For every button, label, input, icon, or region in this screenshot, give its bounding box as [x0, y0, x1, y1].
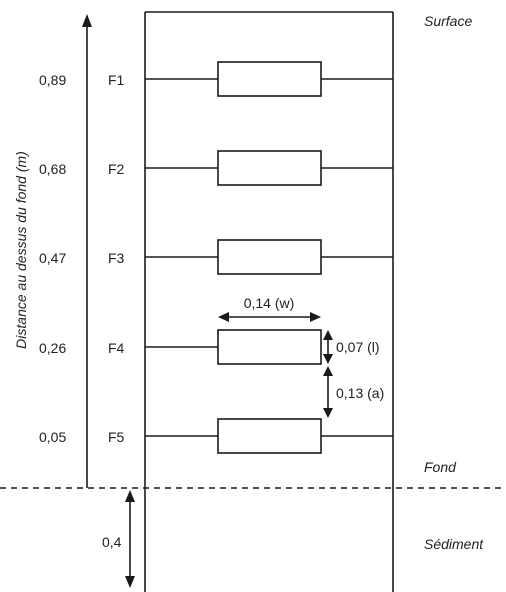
- level-height: 0,05: [39, 429, 66, 445]
- level-box: [217, 150, 322, 186]
- level-box: [217, 418, 322, 454]
- level-f2: 0,68 F2: [39, 150, 393, 186]
- length-dimension-arrow: [323, 330, 333, 364]
- width-dimension-arrow: [218, 312, 321, 322]
- spacing-dimension-label: 0,13 (a): [336, 385, 384, 401]
- level-f5: 0,05 F5: [39, 418, 393, 454]
- level-height: 0,47: [39, 250, 66, 266]
- level-name: F3: [108, 250, 125, 266]
- level-box: [217, 239, 322, 275]
- fond-label: Fond: [424, 459, 457, 475]
- length-dimension-label: 0,07 (l): [336, 339, 380, 355]
- sediment-depth-arrow: [125, 490, 135, 588]
- axis-label: Distance au dessus du fond (m): [13, 151, 29, 349]
- level-name: F5: [108, 429, 125, 445]
- spacing-dimension-arrow: [323, 366, 333, 418]
- level-name: F2: [108, 161, 125, 177]
- sediment-depth-label: 0,4: [102, 534, 122, 550]
- level-height: 0,68: [39, 161, 66, 177]
- level-f1: 0,89 F1: [39, 61, 393, 97]
- level-height: 0,89: [39, 72, 66, 88]
- surface-label: Surface: [424, 13, 472, 29]
- height-axis-arrow: [82, 14, 92, 488]
- level-height: 0,26: [39, 340, 66, 356]
- width-dimension-label: 0,14 (w): [244, 295, 295, 311]
- level-name: F4: [108, 340, 125, 356]
- level-f3: 0,47 F3: [39, 239, 393, 275]
- sediment-label: Sédiment: [424, 536, 484, 552]
- level-f4: 0,26 F4: [39, 329, 322, 365]
- level-box: [217, 329, 322, 365]
- level-name: F1: [108, 72, 125, 88]
- level-box: [217, 61, 322, 97]
